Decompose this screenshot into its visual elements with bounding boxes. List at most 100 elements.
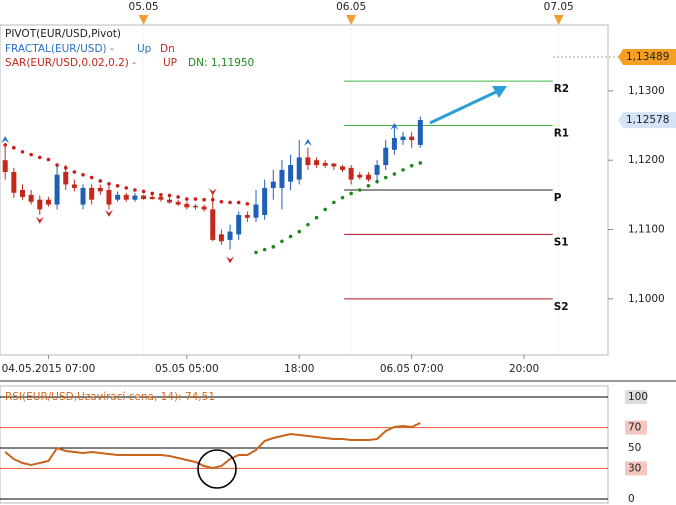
sar-dot (228, 200, 232, 205)
candle-body (305, 157, 311, 166)
candle-body (383, 147, 389, 166)
candle-body (175, 201, 181, 205)
sar-dot (236, 200, 241, 205)
top-x-tick-label: 06.05 (336, 1, 366, 13)
candle-body (63, 171, 69, 185)
rsi-panel (0, 385, 609, 504)
rsi-label-bg (625, 390, 647, 404)
sar-dot (29, 152, 33, 157)
candle-body (37, 199, 43, 210)
sar-dot (141, 189, 146, 194)
legend-sar: SAR(EUR/USD,0.02,0.2) - (5, 57, 136, 69)
x-tick-marker (346, 15, 357, 25)
candle-body (357, 174, 363, 178)
sar-dot (418, 161, 423, 165)
price-plot: 05.05 06.05 07.05 04.05.2015 07:00 05.05 05:… (1, 1, 676, 375)
candle-body (253, 204, 259, 218)
candle-body (296, 157, 302, 180)
candle-body (132, 195, 138, 200)
candle-body (348, 167, 354, 180)
candle-body (365, 174, 371, 180)
rsi-label-bg (625, 461, 647, 476)
candle-body (244, 214, 250, 218)
sar-dot (401, 168, 405, 172)
candle-body (400, 136, 406, 141)
price-label: 1,13489 (626, 51, 669, 63)
candle-body (71, 184, 77, 188)
pivot-label: R1 (554, 128, 569, 140)
legend-sar-up: UP (163, 57, 177, 69)
candle-body (106, 190, 112, 205)
rsi-y-tick-label: 50 (628, 442, 641, 454)
x-tick-label: 20:00 (509, 363, 539, 375)
sar-dot (124, 186, 129, 190)
sar-dot (115, 184, 120, 188)
candle-body (227, 231, 233, 240)
candle-body (374, 165, 380, 175)
sar-dot (254, 250, 258, 255)
candle-body (11, 171, 17, 193)
rsi-label-bg (625, 420, 647, 435)
candle-body (279, 169, 285, 188)
candle-body (184, 203, 190, 208)
candle-body (322, 162, 328, 166)
legend-pivot: PIVOT(EUR/USD,Pivot) (5, 28, 121, 40)
fractal-up (390, 122, 399, 130)
top-x-tick-label: 07.05 (544, 1, 574, 13)
sar-dot (133, 188, 137, 192)
candle-body (391, 138, 397, 150)
fractal-up (303, 138, 312, 146)
y-tick-label: 1,1300 (628, 85, 665, 97)
sar-dot (98, 179, 103, 183)
legend-fractal-up: Up (137, 43, 152, 55)
x-tick-label: 18:00 (284, 363, 314, 375)
candle-body (262, 187, 268, 215)
candle-body (218, 234, 224, 242)
candle-body (141, 195, 147, 200)
candle-body (236, 214, 242, 235)
highlight-circle (197, 449, 237, 489)
sar-dot (288, 234, 293, 239)
sar-dot (185, 197, 189, 201)
sar-dot (314, 215, 319, 220)
candle-body (89, 187, 95, 200)
x-tick-label: 05.05 05:00 (155, 363, 219, 375)
y-tick-label: 1,1200 (628, 154, 665, 166)
candle-body (270, 181, 276, 188)
fractal-down (208, 188, 217, 196)
rsi-y-tick-label: 70 (628, 422, 641, 434)
candle-body (158, 196, 164, 200)
pivot-label: P (554, 192, 562, 204)
pivot-label: S2 (554, 301, 569, 313)
candle-body (314, 160, 320, 166)
fractal-down (35, 216, 44, 224)
y-tick-label: 1,1000 (628, 293, 665, 305)
sar-dot (107, 181, 111, 186)
price-label: 1,12578 (626, 114, 669, 126)
sar-dot (392, 172, 397, 176)
candle-body (201, 206, 207, 210)
arrow-shaft (429, 89, 499, 125)
sar-dot (89, 175, 94, 180)
legend-fractal: FRACTAL(EUR/USD) - (5, 43, 114, 55)
sar-dot (349, 191, 353, 196)
sar-dot (46, 157, 51, 162)
sar-dot (72, 170, 77, 174)
sar-dot (219, 199, 224, 204)
top-x-tick-label: 05.05 (129, 1, 159, 13)
rsi-y-tick-label: 0 (628, 493, 635, 505)
candle-body (2, 160, 8, 172)
candle-body (45, 199, 51, 205)
candle-body (210, 209, 216, 240)
pivot-label: S1 (554, 236, 569, 248)
sar-dot (297, 229, 302, 234)
sar-dot (340, 195, 345, 200)
sar-dot (332, 200, 336, 205)
candle-body (97, 187, 103, 192)
rsi-line (4, 422, 421, 470)
sar-dot (245, 202, 250, 206)
sar-dot (159, 193, 163, 197)
candle-body (331, 163, 337, 167)
